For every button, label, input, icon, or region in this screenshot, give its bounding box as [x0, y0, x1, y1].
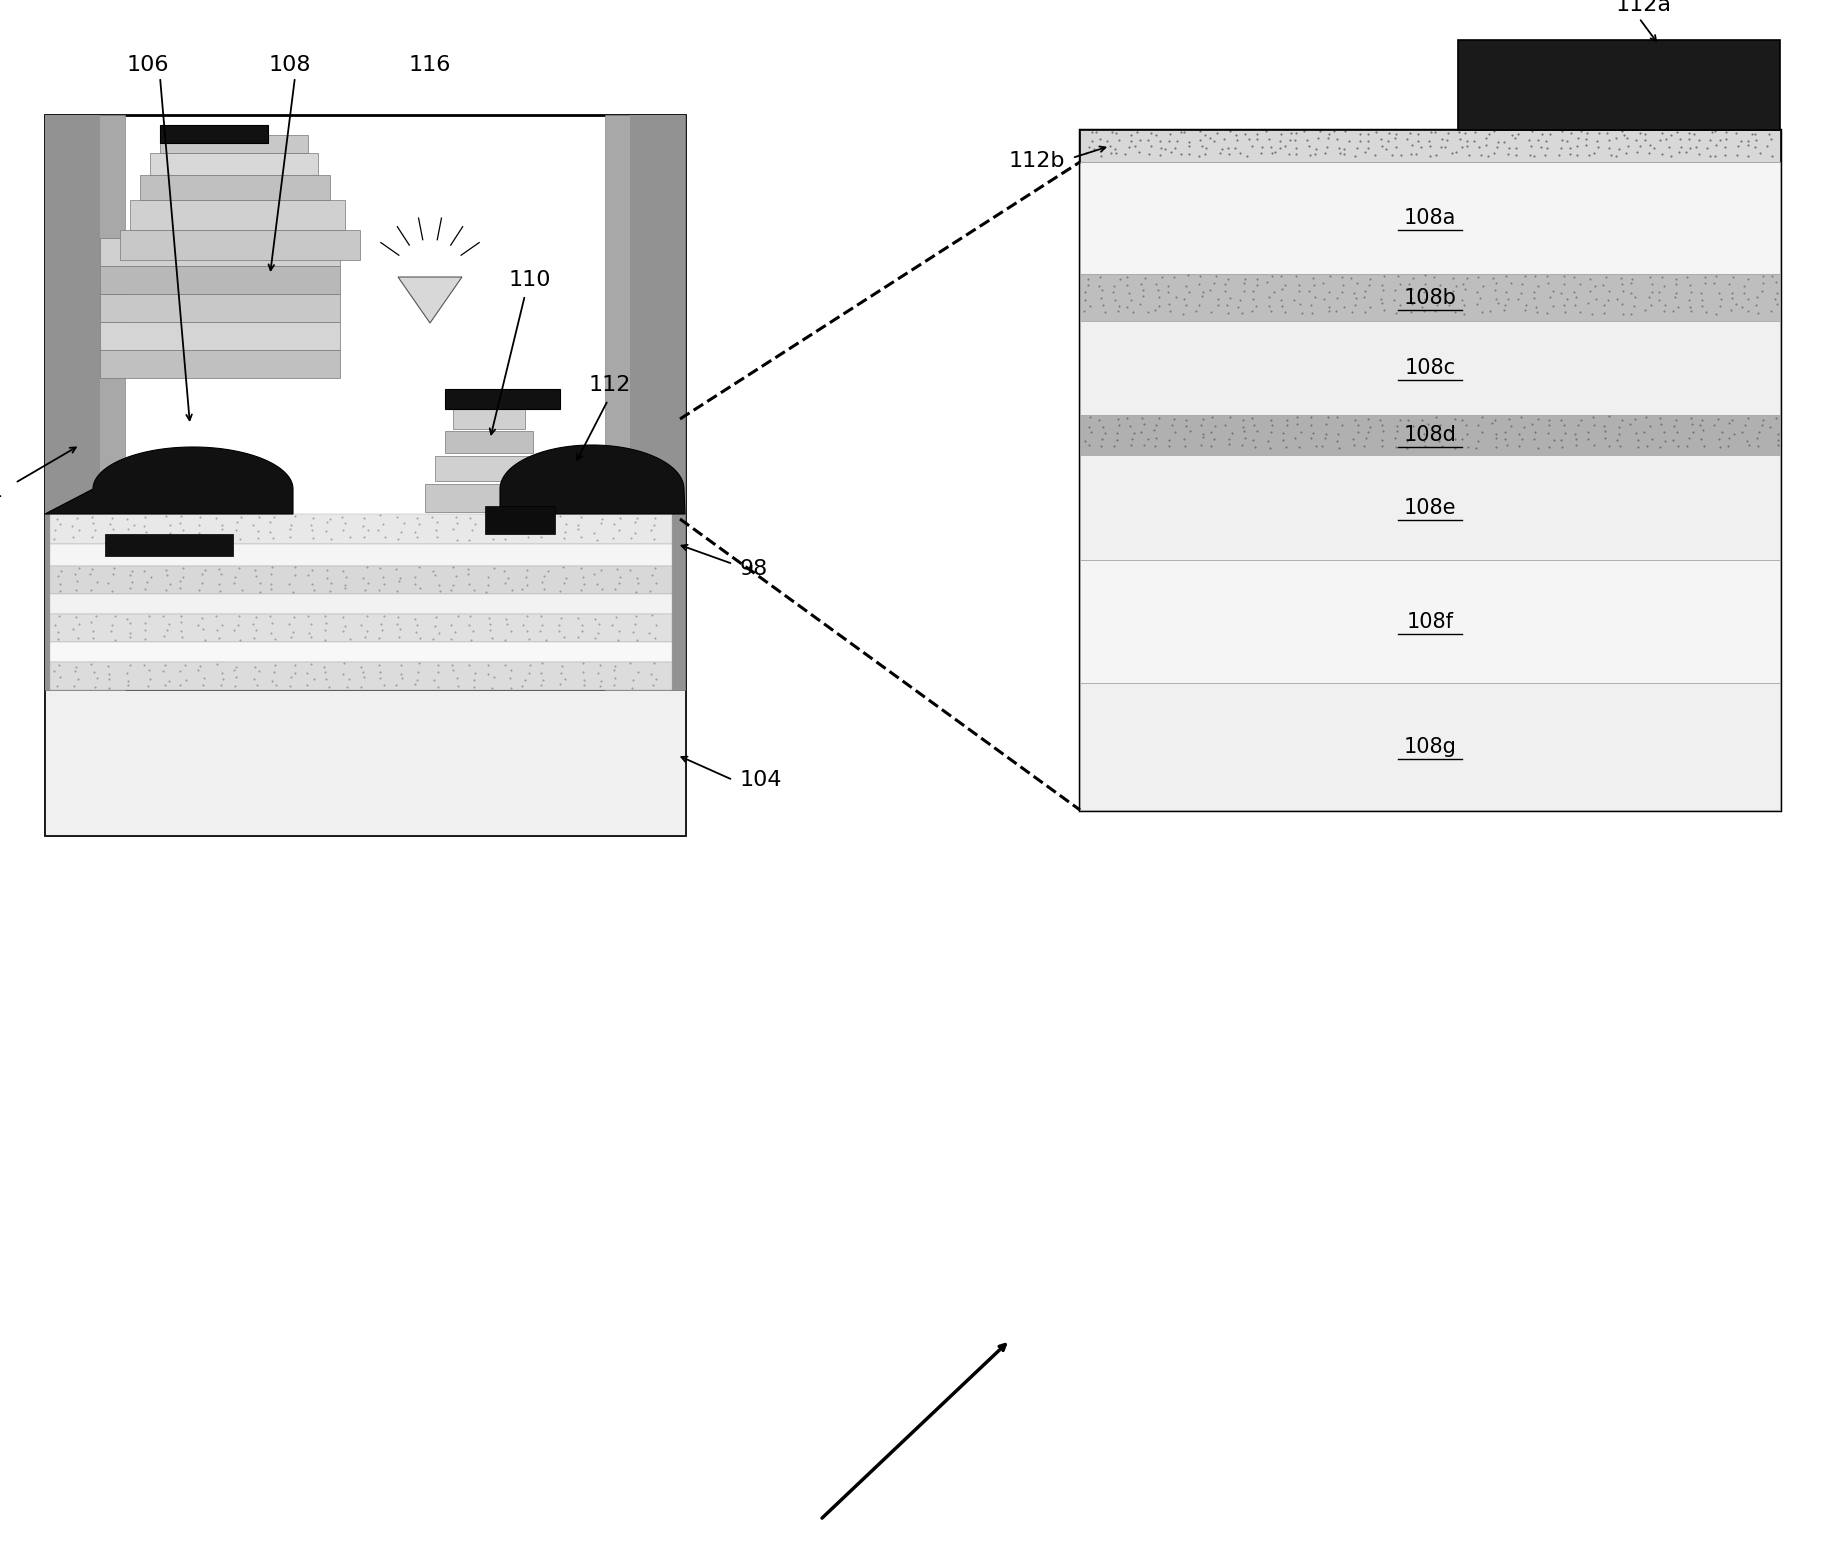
Text: 108b: 108b [1404, 287, 1457, 307]
Text: 108: 108 [268, 55, 310, 75]
Bar [604, 115, 685, 690]
Bar [1079, 162, 1780, 275]
Text: 114: 114 [0, 485, 4, 505]
Bar [46, 115, 124, 690]
Bar [49, 566, 672, 594]
Bar [1079, 415, 1780, 456]
Bar [630, 115, 685, 690]
Text: 108e: 108e [1404, 498, 1457, 518]
Bar [49, 615, 672, 643]
Text: 108f: 108f [1406, 612, 1453, 632]
Bar [130, 200, 345, 229]
Bar [49, 594, 672, 615]
Bar [141, 175, 331, 200]
Bar [1079, 321, 1780, 415]
Bar [453, 409, 526, 429]
Bar [49, 661, 672, 690]
Bar [446, 388, 561, 409]
Bar [1079, 683, 1780, 810]
Text: 112b: 112b [1008, 151, 1065, 172]
Polygon shape [500, 445, 685, 513]
Bar [49, 513, 672, 544]
Bar [46, 115, 100, 690]
Bar [161, 136, 309, 153]
Bar [446, 431, 533, 452]
Text: 116: 116 [409, 55, 451, 75]
Text: 104: 104 [740, 771, 783, 789]
Bar [100, 267, 340, 293]
Bar [49, 544, 672, 566]
Bar [121, 229, 360, 261]
Bar [1079, 275, 1780, 321]
Bar [150, 153, 318, 175]
Bar [46, 690, 685, 835]
Bar [435, 456, 542, 480]
Bar [161, 125, 268, 144]
Bar [100, 321, 340, 349]
Bar [100, 349, 340, 378]
Bar [49, 643, 672, 661]
Bar [1079, 129, 1780, 810]
Text: 112: 112 [588, 374, 632, 395]
Polygon shape [46, 448, 292, 513]
Text: 106: 106 [126, 55, 170, 75]
Bar [100, 239, 340, 267]
Text: 108a: 108a [1404, 207, 1455, 228]
Bar [425, 484, 555, 512]
Text: 108d: 108d [1404, 426, 1457, 445]
Text: 108c: 108c [1404, 359, 1455, 379]
Bar [46, 115, 685, 835]
Bar [1079, 456, 1780, 560]
Bar [486, 505, 555, 534]
Polygon shape [398, 278, 462, 323]
Bar [1079, 129, 1780, 162]
Text: 112a: 112a [1616, 0, 1673, 16]
Bar [1079, 560, 1780, 683]
Bar [1457, 41, 1780, 129]
Text: 110: 110 [509, 270, 551, 290]
Bar [106, 534, 234, 555]
Bar [100, 293, 340, 321]
Text: 108g: 108g [1404, 736, 1457, 757]
Text: 98: 98 [740, 558, 769, 579]
